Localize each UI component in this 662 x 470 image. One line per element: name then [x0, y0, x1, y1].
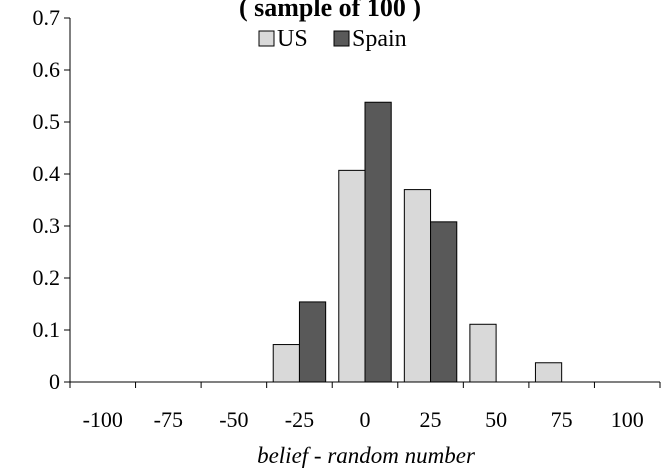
bar-us-75	[534, 362, 563, 383]
y-tick-label: 0.7	[33, 5, 61, 30]
bar-spain-0	[364, 101, 392, 383]
y-tick-label: 0	[49, 369, 60, 394]
legend: US Spain	[258, 26, 407, 52]
y-tick-label: 0.5	[33, 109, 61, 134]
legend-swatch-spain	[333, 30, 350, 47]
y-tick-label: 0.6	[33, 57, 61, 82]
bar-us-0	[338, 169, 366, 383]
y-axis-ticks: 0 0.1 0.2 0.3 0.4 0.5 0.6 0.7	[33, 5, 70, 394]
x-tick-label: 75	[551, 407, 573, 432]
bar-spain-25	[430, 221, 458, 383]
chart-title: ( sample of 100 )	[239, 0, 421, 22]
x-tick-label: -25	[285, 407, 314, 432]
legend-label-us: US	[277, 26, 308, 52]
bar-us-25	[403, 189, 432, 383]
x-tick-label: -50	[219, 407, 248, 432]
x-tick-label: -100	[83, 407, 123, 432]
legend-label-spain: Spain	[352, 26, 407, 52]
x-tick-label: 25	[420, 407, 442, 432]
y-tick-label: 0.4	[33, 161, 61, 186]
bar-spain--25	[298, 301, 327, 383]
y-tick-label: 0.1	[33, 317, 61, 342]
legend-swatch-us	[258, 30, 275, 47]
y-tick-label: 0.2	[33, 265, 61, 290]
x-tick-label: -75	[154, 407, 183, 432]
y-tick-label: 0.3	[33, 213, 61, 238]
bar-us-50	[469, 323, 497, 383]
x-tick-label: 0	[360, 407, 371, 432]
x-tick-label: 100	[611, 407, 644, 432]
x-axis-ticks: -100 -75 -50 -25 0 25 50 75 100	[69, 382, 661, 432]
x-tick-label: 50	[485, 407, 507, 432]
x-axis-label: belief - random number	[257, 443, 476, 468]
bars	[272, 101, 563, 383]
bar-us--25	[272, 344, 300, 383]
